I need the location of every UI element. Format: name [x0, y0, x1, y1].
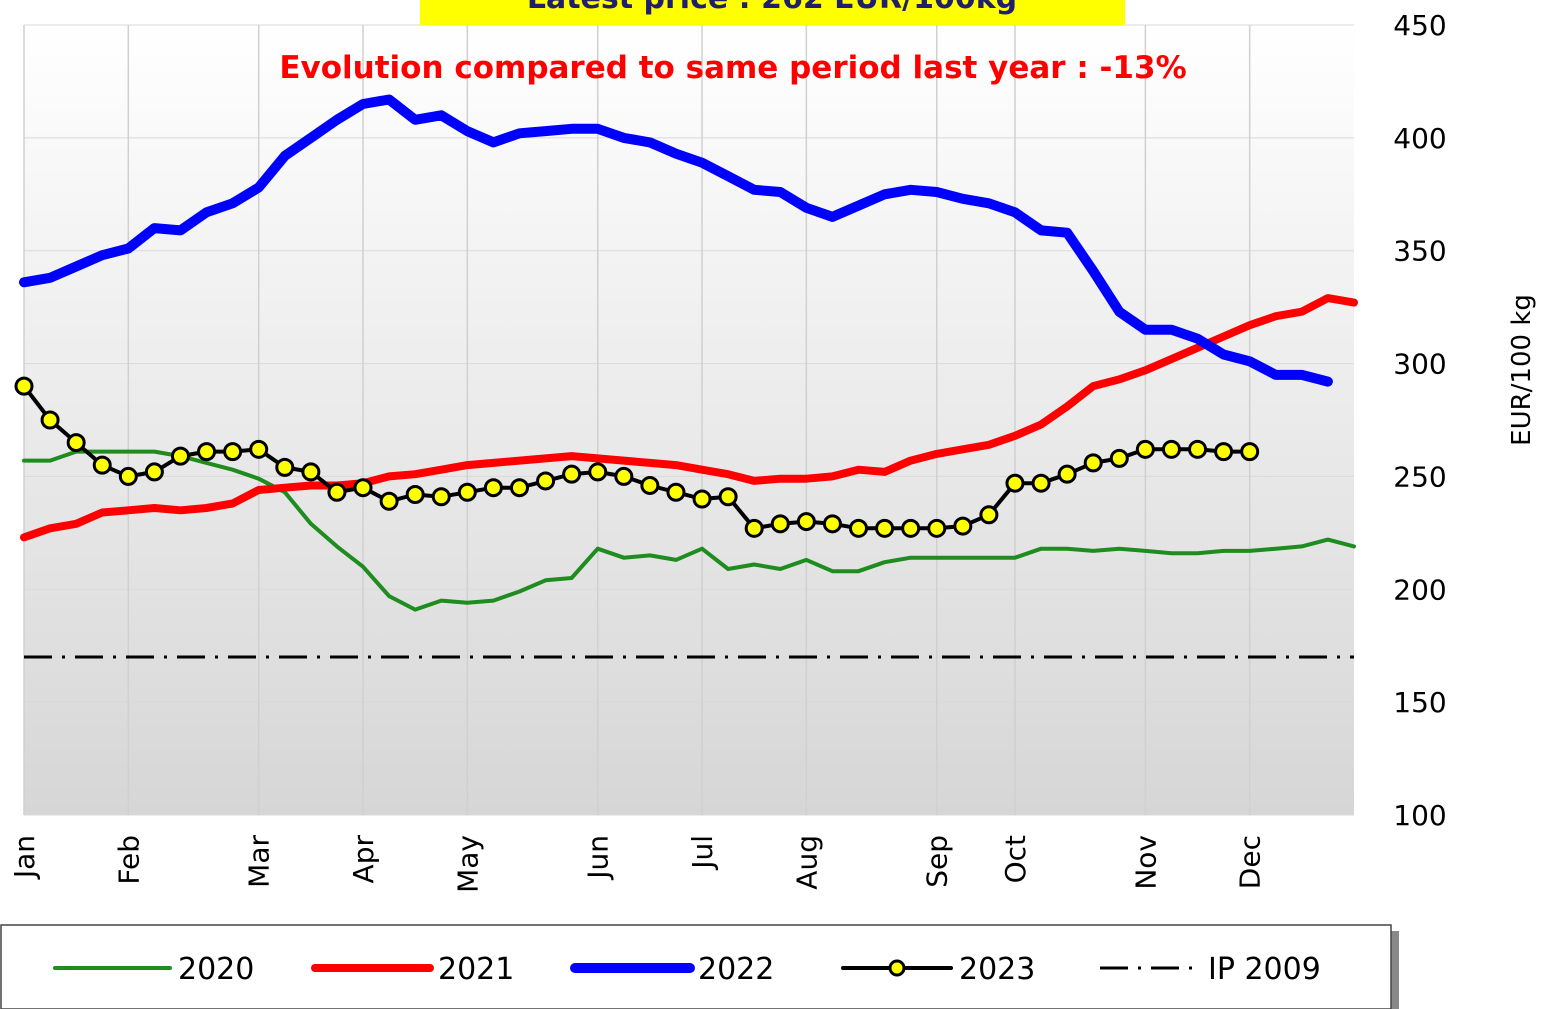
series-marker [1161, 439, 1181, 459]
series-marker [249, 439, 269, 459]
series-marker [1109, 448, 1129, 468]
series-marker [875, 518, 895, 538]
series-marker [1005, 473, 1025, 493]
x-tick-label: Nov [1129, 835, 1162, 890]
series-marker [718, 487, 738, 507]
series-marker [822, 514, 842, 534]
series-marker [197, 442, 217, 462]
y-tick-label: 450 [1393, 9, 1446, 42]
y-axis-label: EUR/100 kg [1507, 294, 1537, 446]
series-marker [92, 455, 112, 475]
legend-label: 2023 [959, 952, 1035, 987]
x-tick-label: Apr [347, 835, 380, 884]
plot-area [24, 25, 1354, 815]
series-marker [666, 482, 686, 502]
x-tick-label: Dec [1234, 835, 1267, 889]
series-marker [953, 516, 973, 536]
y-tick-label: 150 [1393, 686, 1446, 719]
series-marker [509, 478, 529, 498]
y-tick-label: 250 [1393, 460, 1446, 493]
series-marker [640, 475, 660, 495]
series-marker [1031, 473, 1051, 493]
x-tick-label: Sep [921, 835, 954, 888]
series-marker [301, 462, 321, 482]
series-marker [770, 514, 790, 534]
chart-subtitle: Evolution compared to same period last y… [279, 50, 1186, 86]
series-marker [562, 464, 582, 484]
series-marker [40, 410, 60, 430]
series-marker [849, 518, 869, 538]
series-marker [744, 518, 764, 538]
legend-label: 2021 [438, 952, 514, 987]
legend-marker [888, 959, 906, 977]
series-marker [901, 518, 921, 538]
y-tick-label: 100 [1393, 799, 1446, 832]
series-marker [927, 518, 947, 538]
series-marker [405, 484, 425, 504]
series-marker [431, 487, 451, 507]
series-marker [588, 462, 608, 482]
series-marker [483, 478, 503, 498]
series-marker [379, 491, 399, 511]
title-box [420, 0, 1125, 25]
series-line [22, 449, 1356, 612]
x-tick-label: Jun [582, 835, 615, 881]
x-tick-label: Oct [999, 835, 1032, 883]
legend-label: 2020 [178, 952, 254, 987]
series-line [20, 294, 1358, 542]
series-marker [979, 505, 999, 525]
series-marker [1188, 439, 1208, 459]
series-marker [614, 466, 634, 486]
grid [23, 24, 1354, 816]
legend-label: 2022 [698, 952, 774, 987]
series-marker [1083, 453, 1103, 473]
series-marker [1214, 442, 1234, 462]
x-tick-label: May [451, 835, 484, 893]
series-marker [353, 478, 373, 498]
series-marker [275, 457, 295, 477]
lines [14, 94, 1358, 659]
series-marker [1240, 442, 1260, 462]
series-marker [327, 482, 347, 502]
legend: 2020 2021 2022 2023 IP 2009 [53, 952, 1321, 987]
legend-label: IP 2009 [1208, 952, 1321, 987]
y-tick-label: 400 [1393, 122, 1446, 155]
y-tick-label: 300 [1393, 348, 1446, 381]
series-marker [118, 466, 138, 486]
series-marker [1057, 464, 1077, 484]
series-marker [1135, 439, 1155, 459]
x-tick-label: Jan [8, 835, 41, 880]
series-marker [170, 446, 190, 466]
x-tick-label: Feb [112, 835, 145, 885]
series-marker [536, 471, 556, 491]
series-marker [14, 376, 34, 396]
series-marker [457, 482, 477, 502]
series-marker [223, 442, 243, 462]
x-tick-label: Mar [243, 835, 276, 888]
series-marker [796, 512, 816, 532]
y-tick-label: 200 [1393, 573, 1446, 606]
x-tick-label: Jul [686, 835, 719, 871]
series-marker [692, 489, 712, 509]
y-tick-label: 350 [1393, 235, 1446, 268]
series-marker [144, 462, 164, 482]
series-marker [66, 433, 86, 453]
x-tick-label: Aug [790, 835, 823, 890]
series-line [19, 94, 1333, 387]
